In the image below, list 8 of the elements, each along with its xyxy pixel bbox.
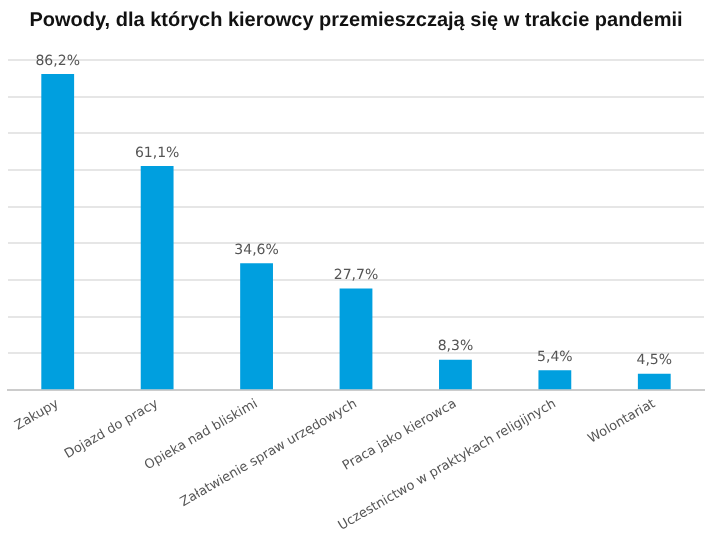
chart-title: Powody, dla których kierowcy przemieszczają się w trakcie pandemii	[29, 9, 684, 32]
bar	[339, 288, 373, 390]
bar	[240, 263, 273, 390]
bar	[439, 359, 472, 390]
bar	[41, 73, 75, 390]
bar	[538, 370, 572, 390]
bar	[637, 373, 671, 390]
bar	[140, 166, 174, 390]
